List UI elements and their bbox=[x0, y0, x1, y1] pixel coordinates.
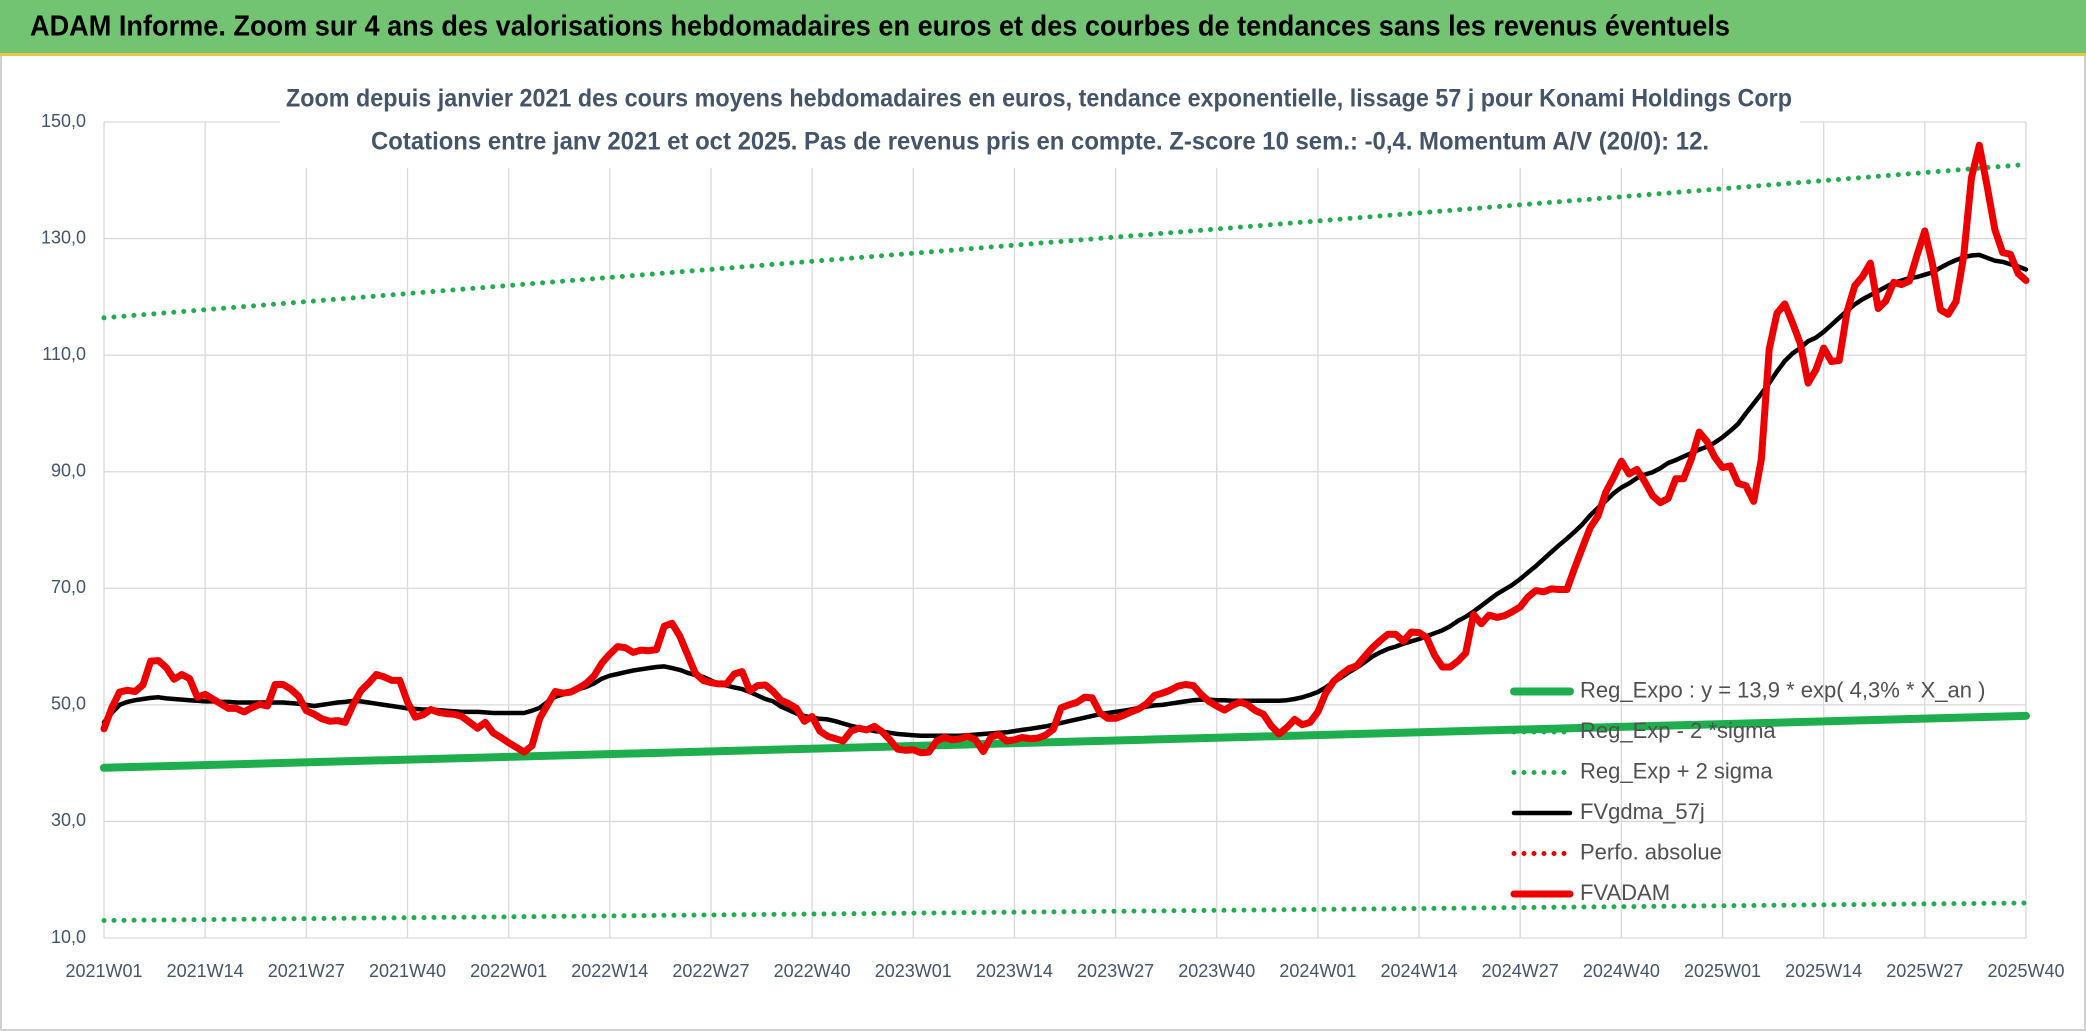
x-tick-label: 2024W40 bbox=[1583, 961, 1660, 981]
y-tick-label: 110,0 bbox=[42, 344, 86, 364]
x-tick-label: 2025W14 bbox=[1785, 961, 1862, 981]
x-tick-label: 2023W40 bbox=[1178, 961, 1255, 981]
y-tick-label: 90,0 bbox=[51, 460, 86, 480]
x-tick-label: 2022W40 bbox=[774, 961, 851, 981]
y-tick-label: 150,0 bbox=[41, 111, 86, 131]
x-tick-label: 2021W01 bbox=[65, 961, 142, 981]
y-tick-label: 70,0 bbox=[51, 577, 86, 597]
series-line bbox=[100, 141, 2030, 757]
legend-label: Reg_Exp + 2 sigma bbox=[1580, 758, 1773, 783]
y-tick-label: 130,0 bbox=[41, 227, 86, 247]
banner-rule bbox=[0, 53, 2086, 56]
series-layer bbox=[100, 141, 2030, 923]
legend-label: Reg_Expo : y = 13,9 * exp( 4,3% * X_an ) bbox=[1580, 677, 1985, 702]
y-tick-label: 50,0 bbox=[51, 694, 86, 714]
legend-label: Perfo. absolue bbox=[1580, 839, 1722, 864]
x-tick-label: 2024W01 bbox=[1279, 961, 1356, 981]
legend-label: Reg_Exp - 2 *sigma bbox=[1580, 718, 1776, 743]
x-tick-label: 2024W27 bbox=[1482, 961, 1559, 981]
x-tick-label: 2021W27 bbox=[268, 961, 345, 981]
x-tick-label: 2024W14 bbox=[1381, 961, 1458, 981]
x-tick-label: 2023W01 bbox=[875, 961, 952, 981]
x-tick-label: 2021W14 bbox=[167, 961, 244, 981]
x-tick-label: 2023W27 bbox=[1077, 961, 1154, 981]
legend: Reg_Expo : y = 13,9 * exp( 4,3% * X_an )… bbox=[1510, 677, 1985, 905]
x-tick-label: 2025W27 bbox=[1886, 961, 1963, 981]
x-tick-label: 2025W40 bbox=[1987, 961, 2064, 981]
x-tick-label: 2021W40 bbox=[369, 961, 446, 981]
series-line bbox=[101, 162, 2029, 321]
y-tick-label: 10,0 bbox=[51, 927, 86, 947]
series-line bbox=[101, 900, 2029, 923]
legend-label: FVgdma_57j bbox=[1580, 799, 1705, 824]
banner bbox=[0, 0, 2086, 53]
subtitle: Cotations entre janv 2021 et oct 2025. P… bbox=[371, 128, 1709, 156]
subtitle-background bbox=[280, 80, 1800, 168]
y-tick-label: 30,0 bbox=[51, 810, 86, 830]
plot-area: 10,0 30,0 50,0 70,0 90,0 110,0 130,0 150,0 2021W… bbox=[41, 111, 2065, 981]
subtitle: Zoom depuis janvier 2021 des cours moyen… bbox=[286, 85, 1792, 113]
chart-title: ADAM Informe. Zoom sur 4 ans des valoris… bbox=[30, 11, 1730, 43]
x-tick-label: 2023W14 bbox=[976, 961, 1053, 981]
series-line bbox=[101, 252, 2029, 738]
x-tick-label: 2022W14 bbox=[571, 961, 648, 981]
legend-label: FVADAM bbox=[1580, 880, 1670, 905]
x-tick-label: 2022W01 bbox=[470, 961, 547, 981]
series-line bbox=[100, 711, 2030, 772]
x-tick-label: 2025W01 bbox=[1684, 961, 1761, 981]
x-tick-label: 2022W27 bbox=[672, 961, 749, 981]
